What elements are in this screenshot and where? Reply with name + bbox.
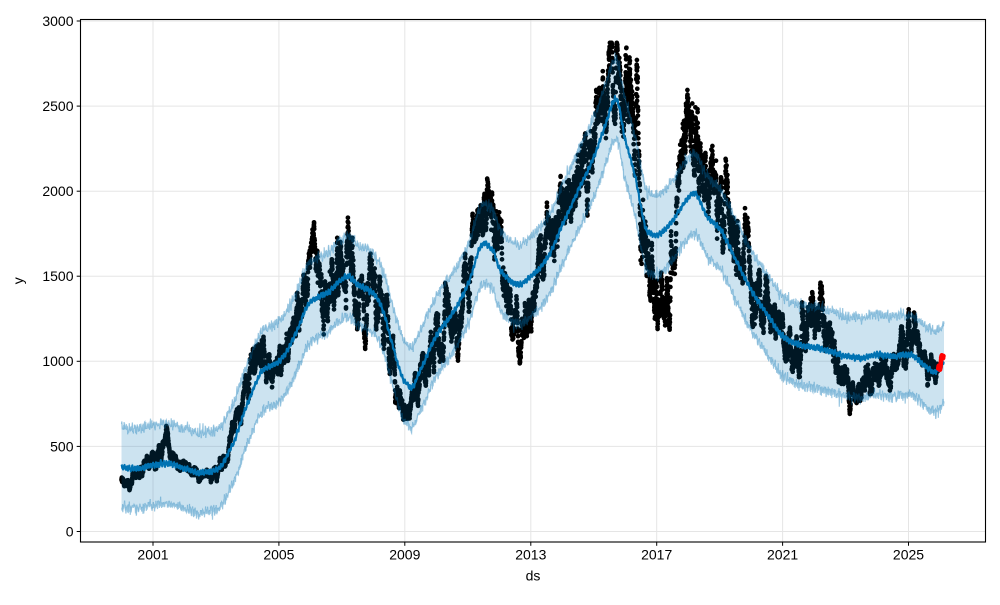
svg-text:ds: ds xyxy=(526,568,541,584)
svg-text:2500: 2500 xyxy=(42,98,73,114)
svg-text:1500: 1500 xyxy=(42,268,73,284)
svg-text:1000: 1000 xyxy=(42,353,73,369)
svg-text:2005: 2005 xyxy=(263,547,294,563)
svg-text:y: y xyxy=(10,277,26,284)
svg-text:3000: 3000 xyxy=(42,13,73,29)
svg-text:2009: 2009 xyxy=(389,547,420,563)
svg-text:500: 500 xyxy=(50,438,74,454)
svg-text:0: 0 xyxy=(66,523,74,539)
svg-text:2025: 2025 xyxy=(893,547,924,563)
svg-text:2021: 2021 xyxy=(767,547,798,563)
svg-text:2000: 2000 xyxy=(42,183,73,199)
svg-text:2001: 2001 xyxy=(137,547,168,563)
svg-text:2013: 2013 xyxy=(515,547,546,563)
svg-text:2017: 2017 xyxy=(641,547,672,563)
